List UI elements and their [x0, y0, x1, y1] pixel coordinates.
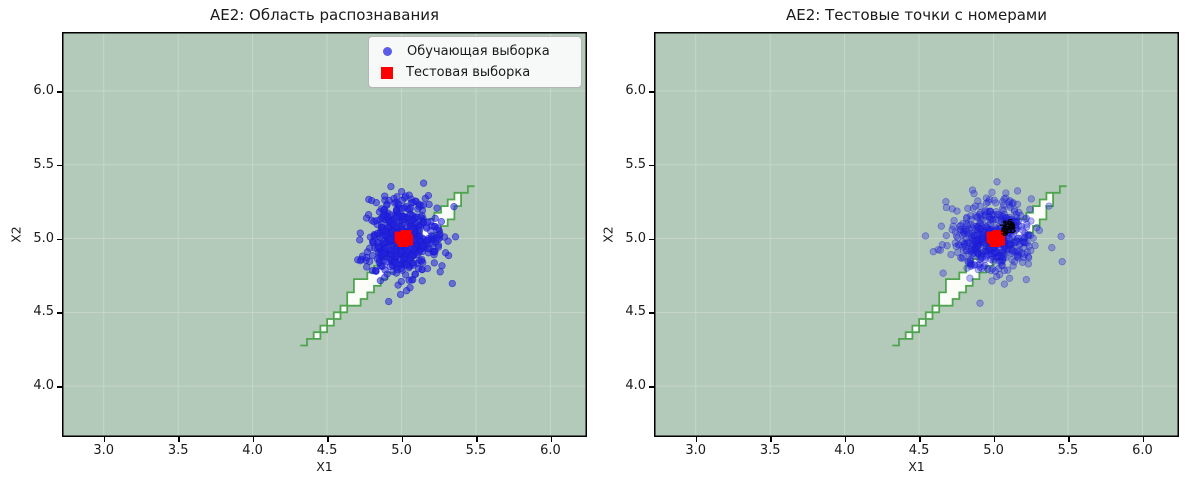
legend-item-test: Тестовая выборка: [381, 65, 569, 80]
test-point-number: 1: [1002, 219, 1009, 230]
x-axis-label: X1: [316, 459, 333, 474]
y-tick-label: 4.0: [33, 378, 54, 394]
test-point-number: 2: [1005, 225, 1012, 236]
y-tick-mark: [649, 238, 654, 241]
y-tick-mark: [57, 386, 62, 388]
x-tick-label: 4.0: [242, 443, 263, 458]
x-tick-label: 4.5: [908, 443, 930, 458]
y-tick-label: 4.0: [625, 378, 646, 394]
y-tick-mark: [57, 312, 62, 314]
x-tick-mark: [844, 437, 847, 442]
test-point-number: 8: [1009, 225, 1016, 236]
x-tick-mark: [401, 437, 404, 442]
x-tick-mark: [252, 437, 255, 442]
x-tick-label: 5.0: [983, 443, 1004, 458]
plot-area: 1 2 3 4 5 6 7 8 9 10: [654, 32, 1179, 437]
y-tick-label: 5.0: [625, 230, 646, 246]
x-tick-label: 4.0: [834, 443, 855, 458]
y-tick-label: 6.0: [625, 83, 646, 98]
legend-item-training: Обучающая выборка: [381, 44, 569, 59]
x-tick-label: 5.5: [1057, 443, 1079, 458]
test-point-number: 4: [1008, 221, 1015, 232]
y-tick-mark: [649, 386, 654, 388]
x-axis-label: X1: [908, 459, 925, 474]
x-tick-label: 5.5: [465, 443, 487, 458]
x-tick-mark: [1142, 437, 1144, 442]
y-tick-label: 5.5: [33, 156, 54, 172]
y-tick-label: 6.0: [33, 83, 54, 98]
test-point-number: 3: [1001, 227, 1008, 238]
plot-area: Обучающая выборка Тестовая выборка: [62, 32, 587, 437]
subplot-recognition-region: AE2: Область распознавания Обучающая выб…: [9, 6, 587, 474]
scatter-canvas: [62, 32, 587, 437]
legend-label: Тестовая выборка: [406, 65, 531, 80]
plot-title: AE2: Тестовые точки с номерами: [785, 6, 1047, 24]
training-dot-icon: [383, 47, 392, 56]
x-tick-mark: [1068, 437, 1070, 442]
x-tick-label: 6.0: [1132, 443, 1153, 458]
test-point-number: 7: [999, 224, 1006, 235]
x-tick-label: 3.0: [685, 443, 707, 458]
y-tick-mark: [57, 164, 62, 167]
y-tick-label: 4.5: [625, 304, 646, 320]
y-tick-mark: [649, 91, 654, 93]
plot-title: AE2: Область распознавания: [209, 6, 440, 24]
x-tick-mark: [103, 437, 106, 442]
x-tick-mark: [770, 437, 772, 442]
y-tick-label: 4.5: [33, 304, 54, 320]
x-tick-label: 3.0: [93, 443, 115, 458]
x-tick-mark: [178, 437, 180, 442]
x-tick-label: 6.0: [540, 443, 561, 458]
y-tick-mark: [649, 312, 654, 314]
test-square-icon: [381, 66, 393, 79]
test-point-number: 9: [1002, 228, 1009, 239]
test-point-number: 10: [1002, 221, 1016, 232]
test-point-number: 5: [1004, 222, 1011, 233]
legend: Обучающая выборка Тестовая выборка: [368, 36, 582, 88]
legend-label: Обучающая выборка: [407, 44, 550, 59]
x-tick-label: 4.5: [316, 443, 338, 458]
x-tick-mark: [993, 437, 996, 442]
x-tick-label: 5.0: [391, 443, 412, 458]
test-point-number: 6: [1007, 218, 1014, 229]
x-tick-mark: [695, 437, 698, 442]
x-tick-mark: [550, 437, 552, 442]
x-tick-mark: [919, 437, 921, 442]
y-tick-mark: [57, 238, 62, 241]
y-tick-mark: [57, 91, 62, 93]
y-tick-label: 5.0: [33, 230, 54, 246]
y-tick-mark: [649, 164, 654, 167]
x-tick-mark: [327, 437, 329, 442]
x-tick-mark: [476, 437, 478, 442]
x-tick-label: 3.5: [167, 443, 189, 458]
x-tick-label: 3.5: [759, 443, 781, 458]
y-tick-label: 5.5: [625, 156, 646, 172]
